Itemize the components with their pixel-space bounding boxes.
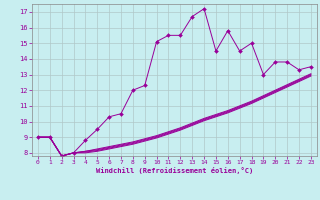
X-axis label: Windchill (Refroidissement éolien,°C): Windchill (Refroidissement éolien,°C) [96, 167, 253, 174]
